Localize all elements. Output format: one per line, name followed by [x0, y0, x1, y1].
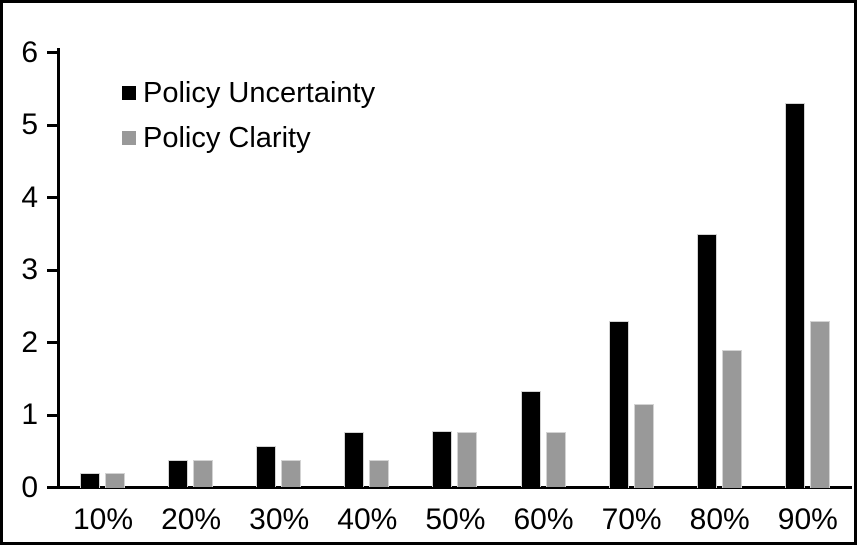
bar-policy-clarity-20pct — [193, 459, 214, 488]
x-tick-label-30pct: 30% — [249, 503, 310, 536]
bar-policy-clarity-40pct — [369, 459, 390, 488]
bar-policy-uncertainty-10pct — [80, 473, 100, 488]
x-tick-label-50pct: 50% — [425, 503, 486, 536]
x-axis-line — [47, 486, 852, 489]
legend-item-policy-clarity: Policy Clarity — [122, 122, 311, 154]
x-tick-label-10pct: 10% — [72, 503, 134, 536]
bar-policy-uncertainty-20pct — [168, 459, 189, 488]
bar-policy-uncertainty-50pct — [432, 430, 453, 488]
bar-policy-uncertainty-90pct — [784, 103, 805, 488]
y-tick-label-2: 2 — [21, 325, 38, 359]
y-tick-4 — [47, 196, 58, 199]
x-tick-label-90pct: 90% — [777, 503, 838, 536]
legend-swatch-policy-clarity-icon — [122, 131, 136, 145]
y-tick-label-6: 6 — [21, 35, 38, 69]
y-tick-1 — [47, 413, 58, 417]
x-tick-label-80pct: 80% — [689, 503, 750, 536]
bar-policy-clarity-60pct — [545, 431, 566, 488]
y-axis-line — [57, 48, 60, 489]
x-tick-label-70pct: 70% — [601, 503, 662, 536]
y-tick-label-0: 0 — [21, 470, 38, 504]
x-tick-label-60pct: 60% — [513, 503, 574, 536]
x-tick-label-20pct: 20% — [161, 503, 222, 536]
bar-policy-clarity-30pct — [281, 459, 302, 488]
bar-policy-clarity-90pct — [809, 320, 830, 488]
bar-policy-clarity-10pct — [105, 473, 125, 488]
legend-item-policy-uncertainty: Policy Uncertainty — [122, 77, 376, 109]
y-tick-3 — [47, 268, 58, 272]
bar-policy-uncertainty-40pct — [344, 432, 365, 488]
y-tick-label-3: 3 — [21, 253, 38, 286]
bar-policy-uncertainty-70pct — [608, 320, 629, 488]
y-tick-label-1: 1 — [21, 398, 38, 431]
y-tick-label-5: 5 — [21, 108, 38, 141]
y-tick-0 — [47, 486, 58, 489]
y-tick-6 — [47, 51, 58, 54]
bar-policy-clarity-70pct — [633, 404, 654, 488]
x-tick-label-40pct: 40% — [337, 503, 398, 536]
bar-policy-clarity-80pct — [721, 349, 742, 488]
legend-label-policy-clarity: Policy Clarity — [143, 122, 311, 154]
legend-swatch-policy-uncertainty-icon — [122, 86, 136, 100]
bar-policy-uncertainty-30pct — [256, 446, 277, 488]
legend-label-policy-uncertainty: Policy Uncertainty — [143, 77, 376, 109]
y-tick-label-4: 4 — [21, 180, 38, 214]
y-tick-2 — [47, 341, 58, 344]
bar-policy-uncertainty-60pct — [520, 391, 541, 488]
bar-policy-uncertainty-80pct — [696, 233, 717, 488]
bar-policy-clarity-50pct — [457, 431, 478, 488]
y-tick-5 — [47, 123, 58, 127]
